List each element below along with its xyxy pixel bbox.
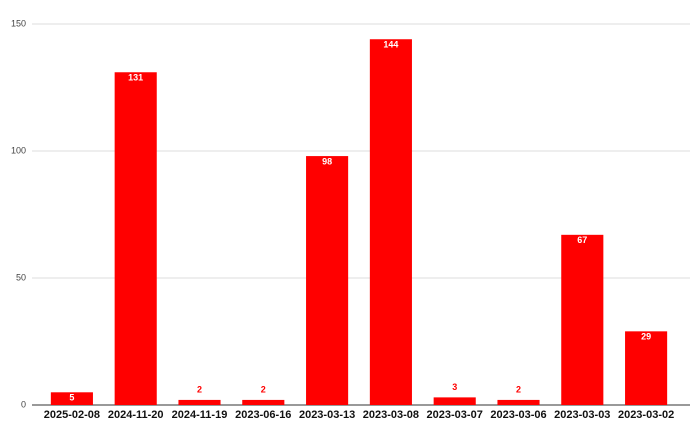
- y-tick-label: 50: [16, 272, 26, 282]
- bar: [306, 156, 349, 405]
- x-tick-label: 2023-03-03: [554, 409, 610, 421]
- bar: [625, 331, 668, 405]
- value-label: 29: [641, 332, 651, 342]
- x-tick-label: 2023-06-16: [235, 409, 291, 421]
- x-tick-label: 2023-03-08: [363, 409, 419, 421]
- bar: [561, 234, 604, 405]
- bar: [433, 397, 476, 405]
- value-label: 3: [452, 382, 457, 392]
- bar: [50, 392, 93, 405]
- bar: [178, 399, 221, 405]
- value-label: 2: [261, 384, 266, 394]
- x-tick-label: 2023-03-07: [427, 409, 483, 421]
- x-tick-label: 2025-02-08: [44, 409, 100, 421]
- y-tick-label: 100: [11, 145, 26, 155]
- bar: [497, 399, 540, 405]
- value-label: 144: [383, 40, 398, 50]
- value-label: 2: [197, 384, 202, 394]
- value-label: 98: [322, 156, 332, 166]
- x-tick-label: 2023-03-13: [299, 409, 355, 421]
- value-label: 5: [69, 393, 74, 403]
- bar: [114, 72, 157, 405]
- bar: [369, 39, 412, 406]
- bar: [242, 399, 285, 405]
- value-label: 67: [577, 235, 587, 245]
- x-tick-label: 2023-03-06: [490, 409, 546, 421]
- x-tick-label: 2023-03-02: [618, 409, 674, 421]
- value-label: 2: [516, 384, 521, 394]
- x-tick-label: 2024-11-19: [172, 409, 228, 421]
- y-tick-label: 150: [11, 18, 26, 28]
- y-tick-label: 0: [21, 399, 26, 409]
- value-label: 131: [128, 73, 143, 83]
- x-tick-label: 2024-11-20: [108, 409, 164, 421]
